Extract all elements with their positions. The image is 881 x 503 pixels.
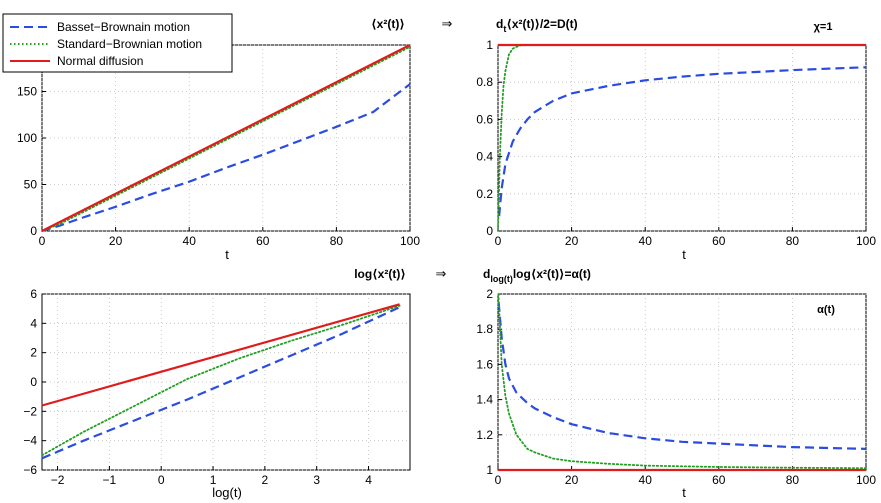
- tick-label-y: 1.2: [476, 428, 493, 442]
- tick-label-y: 0.2: [476, 187, 493, 201]
- tick-label-x: 1: [210, 473, 217, 487]
- panel-msd: ⟨x²(t)⟩ t 020406080100050100150200: [17, 17, 420, 262]
- tick-label-x: 20: [109, 234, 123, 248]
- panel-logmsd: log⟨x²(t)⟩ log(t) −2 −1 0 1 2 3 4 −6 −4 −2 0 2 4 6: [23, 267, 411, 500]
- title-alpha-d: d: [483, 267, 490, 281]
- tick-label-x: 100: [856, 234, 876, 248]
- legend-label-standard: Standard−Brownian motion: [57, 37, 202, 51]
- tick-label-y: −6: [23, 463, 37, 477]
- tick-label-y: 50: [24, 178, 38, 192]
- series-line-normal-diffusion: [41, 44, 411, 232]
- tick-label-x: 0: [39, 234, 46, 248]
- arrow-bottom: ⇒: [436, 266, 447, 281]
- tick-label-x: 0: [495, 234, 502, 248]
- legend-box: [2, 13, 233, 73]
- tick-label-x: 60: [712, 234, 726, 248]
- tick-label-y: 2: [486, 287, 493, 301]
- tick-label-y: −4: [23, 434, 37, 448]
- tick-label-x: 40: [639, 473, 653, 487]
- tick-label-y: 1.6: [476, 357, 493, 371]
- tick-label-x: 40: [183, 234, 197, 248]
- panel-diffcoef: dt⟨x²(t)⟩/2=D(t) χ=1 t 0 20 40 60 80 10000.20…: [476, 17, 876, 262]
- tick-label-x: 0: [495, 473, 502, 487]
- tick-label-x: 4: [365, 473, 372, 487]
- tick-label-y: 1.4: [476, 393, 493, 407]
- tick-label-y: 1.8: [476, 322, 493, 336]
- legend-label-basset: Basset−Brownain motion: [57, 20, 190, 34]
- series-line-basset-brownain-motion: [41, 83, 411, 233]
- panel-alpha: dlog(t)log⟨x²(t)⟩=α(t) α(t) t 0 20 40 60 80 1…: [476, 267, 876, 500]
- tick-label-y: 0: [30, 375, 37, 389]
- tick-label-y: 0: [486, 224, 493, 238]
- tick-label-y: 0.4: [476, 150, 493, 164]
- tick-label-x: 20: [565, 473, 579, 487]
- tick-label-x: 3: [313, 473, 320, 487]
- series-line-basset-brownain-motion: [41, 306, 401, 460]
- xlabel-msd: t: [225, 247, 229, 262]
- tick-label-x: 2: [262, 473, 269, 487]
- series-line-basset-brownain-motion: [498, 66, 867, 217]
- plot-frame-diffcoef: [497, 44, 867, 232]
- tick-label-x: 60: [712, 473, 726, 487]
- series-line-basset-brownain-motion: [497, 302, 867, 450]
- tick-label-x: 60: [256, 234, 270, 248]
- title-diffcoef-main: ⟨x²(t)⟩/2=D(t): [506, 17, 577, 31]
- annotation-chi: χ=1: [814, 21, 833, 33]
- xlabel-logmsd: log(t): [212, 485, 242, 500]
- tick-label-x: −2: [51, 473, 65, 487]
- tick-label-y: 4: [30, 316, 37, 330]
- series-line-standard-brownian-motion: [497, 293, 867, 470]
- legend-label-normal: Normal diffusion: [57, 54, 143, 68]
- tick-label-x: 0: [158, 473, 165, 487]
- title-alpha-sub: log(t): [490, 274, 513, 284]
- legend: Basset−Brownain motion Standard−Brownian…: [2, 13, 233, 73]
- tick-label-x: 100: [856, 473, 876, 487]
- tick-label-y: 1: [486, 463, 493, 477]
- tick-label-y: 1: [486, 38, 493, 52]
- annotation-alpha: α(t): [817, 304, 835, 316]
- xlabel-alpha: t: [682, 485, 686, 500]
- plot-frame-alpha: [497, 293, 867, 471]
- tick-label-x: 40: [639, 234, 653, 248]
- tick-label-y: 6: [30, 287, 37, 301]
- tick-label-x: 80: [330, 234, 344, 248]
- tick-label-x: 80: [786, 234, 800, 248]
- tick-label-y: −2: [23, 404, 37, 418]
- tick-label-y: 150: [17, 85, 37, 99]
- series-line-standard-brownian-motion: [41, 46, 411, 232]
- arrow-top: ⇒: [442, 16, 453, 31]
- title-logmsd: log⟨x²(t)⟩: [354, 267, 406, 281]
- tick-label-y: 100: [17, 131, 37, 145]
- tick-label-x: −1: [103, 473, 117, 487]
- series-line-standard-brownian-motion: [41, 304, 401, 457]
- tick-label-x: 100: [400, 234, 420, 248]
- tick-label-y: 0.8: [476, 75, 493, 89]
- series-line-normal-diffusion: [41, 303, 400, 407]
- title-alpha-main: log⟨x²(t)⟩=α(t): [513, 267, 591, 281]
- title-diffcoef-d: d: [496, 17, 503, 31]
- title-alpha: dlog(t)log⟨x²(t)⟩=α(t): [483, 267, 591, 284]
- title-msd: ⟨x²(t)⟩: [371, 17, 405, 31]
- title-diffcoef: dt⟨x²(t)⟩/2=D(t): [496, 17, 578, 34]
- xlabel-diffcoef: t: [682, 247, 686, 262]
- tick-label-y: 0.6: [476, 112, 493, 126]
- tick-label-x: 20: [565, 234, 579, 248]
- tick-label-y: 0: [30, 224, 37, 238]
- tick-label-y: 2: [30, 346, 37, 360]
- tick-label-x: 80: [786, 473, 800, 487]
- title-diffcoef-sub: t: [503, 24, 506, 34]
